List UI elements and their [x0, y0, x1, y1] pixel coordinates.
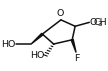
Text: HO: HO — [30, 51, 45, 60]
Text: F: F — [74, 54, 80, 63]
Text: O: O — [57, 9, 64, 18]
Polygon shape — [71, 40, 76, 53]
Text: O: O — [90, 18, 97, 27]
Text: 3: 3 — [98, 21, 102, 27]
Text: CH: CH — [93, 18, 107, 27]
Text: HO: HO — [2, 40, 16, 48]
Polygon shape — [31, 34, 43, 44]
